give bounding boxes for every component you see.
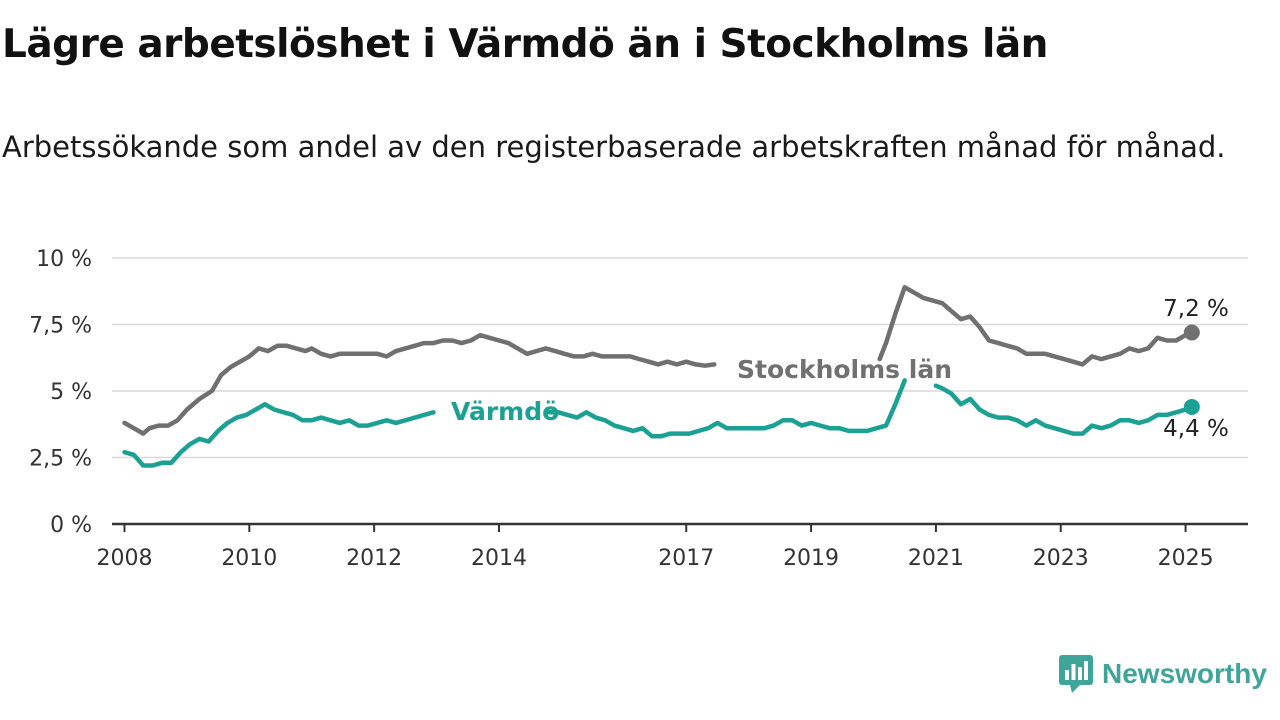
- x-tick-label: 2023: [1033, 546, 1089, 571]
- newsworthy-logo-icon: [1059, 655, 1093, 693]
- x-tick-label: 2010: [221, 546, 277, 571]
- x-tick-label: 2017: [658, 546, 714, 571]
- chart-title: Lägre arbetslöshet i Värmdö än i Stockho…: [2, 22, 1048, 67]
- y-tick-label: 2,5 %: [29, 447, 92, 472]
- stockholm-end-point: [1183, 324, 1200, 341]
- y-tick-label: 7,5 %: [29, 314, 92, 339]
- newsworthy-brand[interactable]: Newsworthy: [1058, 652, 1267, 696]
- x-tick-label: 2014: [471, 546, 527, 571]
- y-axis-ticks: 0 % 2,5 % 5 % 7,5 % 10 %: [29, 247, 92, 538]
- x-tick-label: 2025: [1158, 546, 1214, 571]
- gridlines: [112, 257, 1248, 459]
- chart-subtitle: Arbetssökande som andel av den registerb…: [2, 130, 1226, 164]
- varmdo-series-label: Värmdö: [451, 397, 559, 426]
- series-labels: Stockholms län Värmdö 7,2 % 4,4 %: [451, 296, 1229, 442]
- stockholm-end-label: 7,2 %: [1163, 296, 1229, 322]
- series-lines: [122, 285, 1200, 468]
- y-tick-label: 0 %: [50, 513, 92, 538]
- stockholm-series-line: [122, 285, 1195, 436]
- varmdo-end-label: 4,4 %: [1163, 416, 1229, 442]
- x-tick-label: 2021: [908, 546, 964, 571]
- x-axis: 2008 2010 2012 2014 2017 2019 2021 2023 2025: [96, 522, 1248, 571]
- x-tick-label: 2008: [96, 546, 152, 571]
- y-tick-label: 10 %: [36, 247, 92, 272]
- y-tick-label: 5 %: [50, 380, 92, 405]
- brand-name: Newsworthy: [1102, 658, 1267, 689]
- varmdo-end-point: [1183, 398, 1200, 415]
- stockholm-series-label: Stockholms län: [737, 355, 952, 384]
- x-tick-label: 2019: [783, 546, 839, 571]
- x-tick-label: 2012: [346, 546, 402, 571]
- varmdo-series-line: [122, 378, 1195, 468]
